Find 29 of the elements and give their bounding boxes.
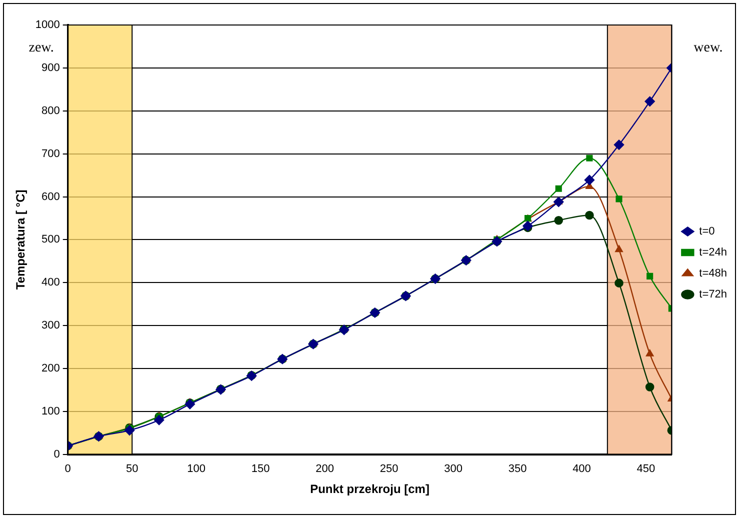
y-tick-label: 300 — [42, 320, 60, 332]
y-tick-label: 200 — [42, 362, 60, 375]
x-tick-label: 200 — [316, 463, 334, 476]
legend-label: t=48h — [699, 268, 728, 280]
x-tick-label: 300 — [444, 463, 462, 476]
y-tick-label: 600 — [42, 190, 60, 203]
y-tick-label: 700 — [42, 148, 60, 160]
legend-label: t=0 — [699, 226, 715, 238]
x-tick-label: 450 — [636, 463, 656, 476]
y-tick-label: 500 — [42, 234, 60, 246]
x-tick-label: 100 — [187, 463, 206, 476]
legend-label: t=24h — [699, 246, 728, 259]
y-tick-label: 900 — [42, 62, 60, 74]
x-tick-label: 0 — [64, 463, 71, 476]
legend-label: t=72h — [699, 288, 728, 301]
x-tick-label: 250 — [380, 463, 398, 476]
y-tick-label: 100 — [42, 405, 60, 418]
y-tick-label: 400 — [42, 276, 60, 289]
annotation: zew. — [28, 40, 54, 56]
y-tick-label: 0 — [54, 448, 60, 460]
annotation: wew. — [694, 40, 723, 56]
x-tick-label: 150 — [251, 463, 270, 476]
y-tick-label: 800 — [42, 104, 60, 117]
x-tick-label: 50 — [126, 463, 138, 476]
y-tick-label: 1000 — [35, 19, 60, 32]
x-tick-label: 350 — [508, 463, 527, 476]
x-axis-title: Punkt przekroju [cm] — [310, 482, 430, 496]
x-tick-label: 400 — [572, 463, 591, 476]
y-axis-title: Temperatura [ °C] — [14, 190, 28, 290]
